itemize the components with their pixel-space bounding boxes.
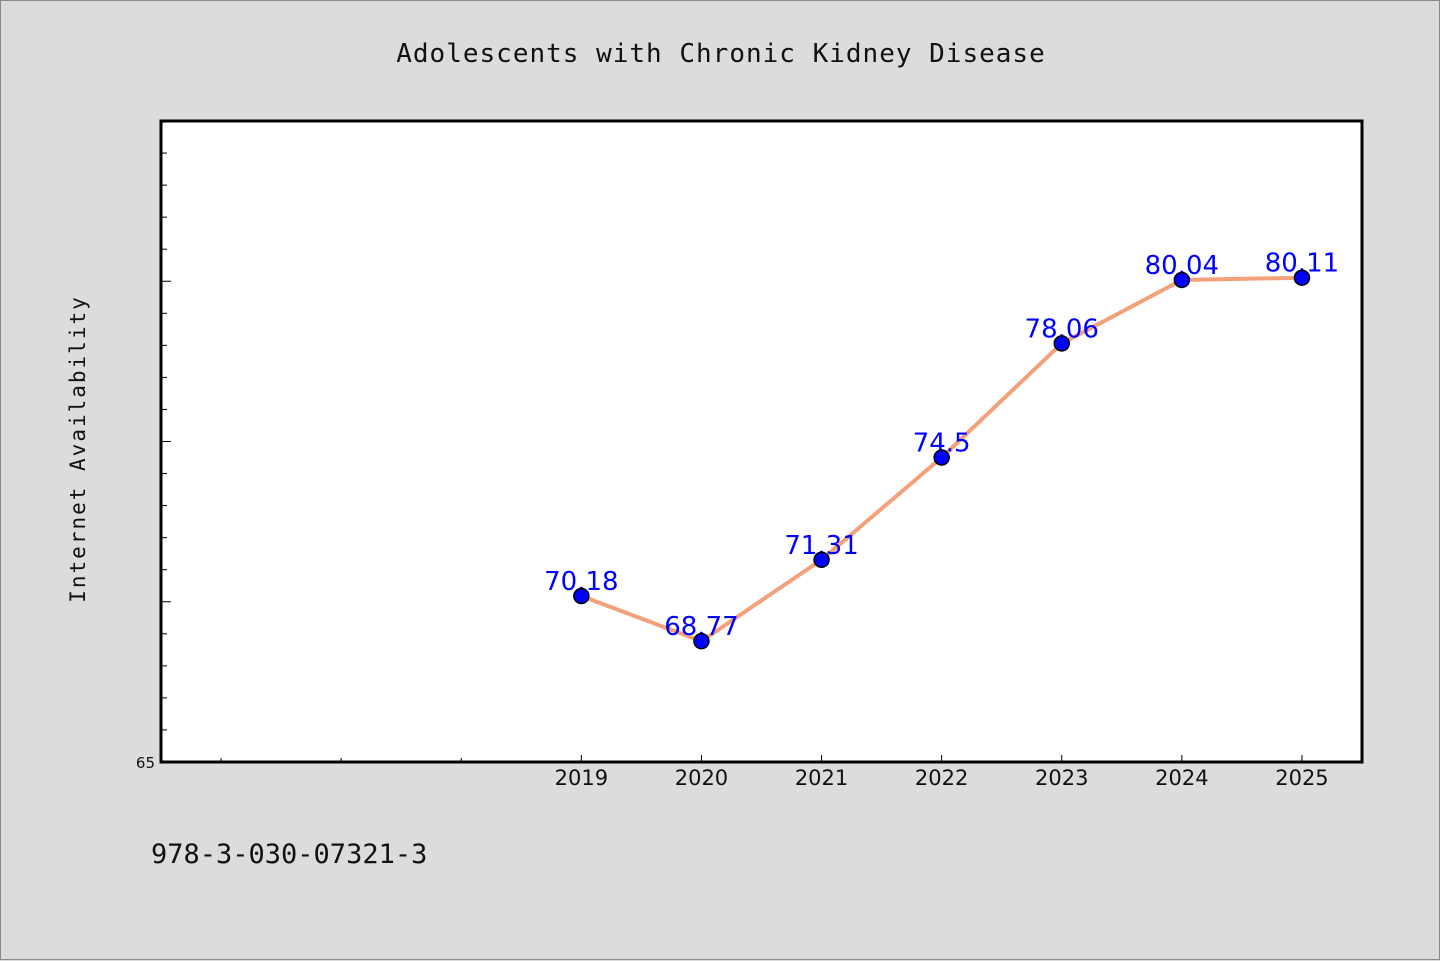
x-axis-ticks: 2019 2020 2021 2022 2023 2024 2025 (220, 755, 1329, 790)
y-axis-label: Internet Availability (66, 295, 90, 603)
x-tick-label: 2023 (1035, 766, 1088, 790)
x-tick-label: 2025 (1275, 766, 1328, 790)
data-point (813, 551, 830, 569)
footer-code: 978-3-030-07321-3 (151, 839, 427, 870)
x-tick-label: 2021 (795, 766, 848, 790)
data-point (573, 587, 590, 605)
data-point (1293, 269, 1311, 286)
y-axis-ticks: 65 (136, 120, 171, 772)
data-point (1053, 335, 1070, 352)
plot-area (159, 119, 1364, 764)
x-tick-label: 2020 (675, 766, 728, 790)
x-tick-label: 2019 (555, 766, 608, 790)
data-point (693, 632, 710, 650)
data-point (933, 449, 950, 466)
x-tick-label: 2024 (1155, 766, 1208, 790)
y-tick-label: 65 (136, 754, 155, 772)
data-point (1173, 271, 1191, 289)
chart-title: Adolescents with Chronic Kidney Disease (396, 39, 1045, 69)
x-tick-label: 2022 (915, 766, 968, 790)
